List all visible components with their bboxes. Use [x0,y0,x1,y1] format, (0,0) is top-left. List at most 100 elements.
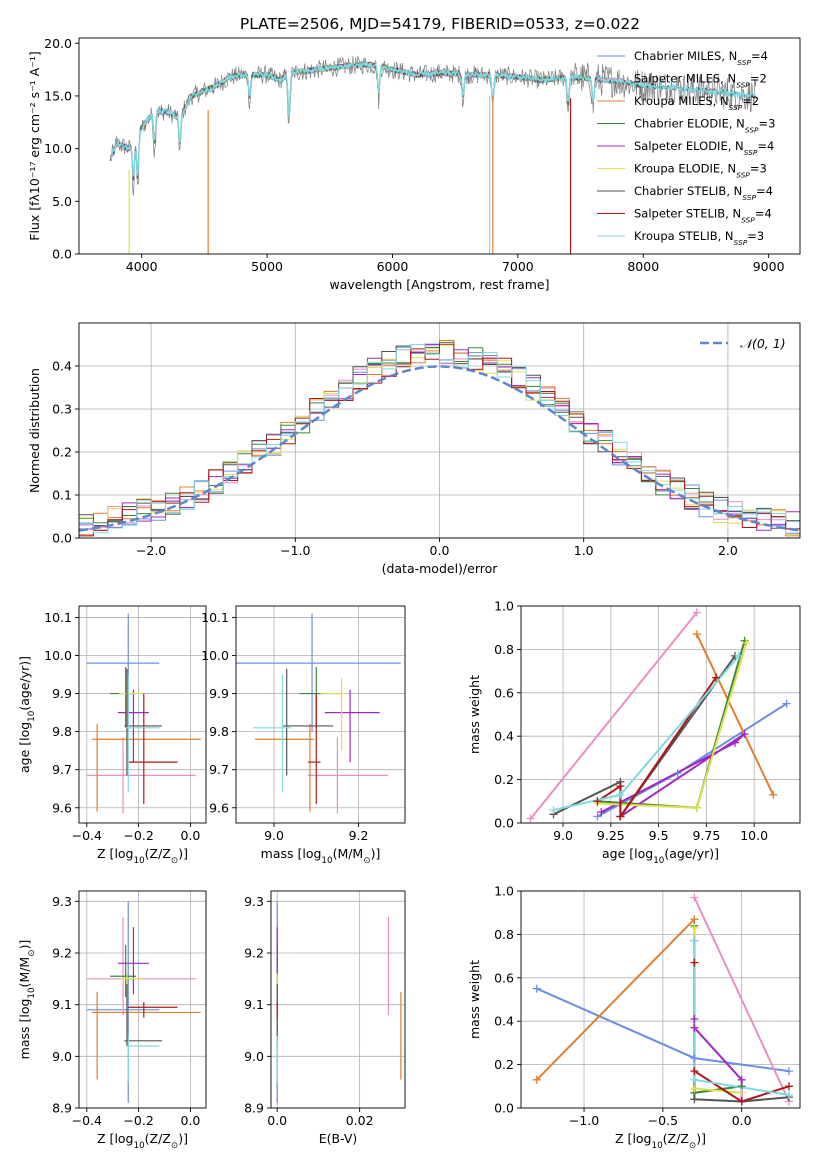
plot-weight_vs_age: 9.0 9.25 9.5 9.75 10.0 0.0 0.2 0.4 0.6 0.8 1.0 age … [467,599,801,866]
y-tick-label: 9.6 [209,800,229,815]
legend-label: Kroupa ELODIE, NSSP=3 [634,162,767,180]
mass-weight-marker [737,1097,746,1106]
y-tick-label: 0.3 [52,402,72,417]
y-tick-label: 9.1 [244,997,264,1012]
y-tick-label: 0.4 [494,1014,514,1029]
frame-mass_vs_EBV: 0.0 0.02 8.9 9.0 9.1 9.2 9.3 E(B-V) [244,890,406,1146]
frame-mass_vs_Z: −0.4 −0.2 0.0 8.9 9.0 9.1 9.2 9.3 Z [log10(Z/Z⊙)… [17,890,207,1151]
spectrum-model-line [109,59,757,177]
mass-weight-marker [532,1075,541,1084]
mass-weight-marker [616,790,625,799]
y-tick-label: 0.1 [52,488,72,503]
y-tick-label: 9.2 [52,946,72,961]
x-tick-label: 0.0 [181,1113,201,1128]
axes-frame [520,605,801,824]
y-tick-label: 1.0 [494,599,514,614]
axes-frame [78,37,801,255]
y-tick-label: 9.9 [209,686,229,701]
x-tick-label: 9.2 [349,828,369,843]
y-axis-label: mass weight [467,960,482,1039]
mass-weight-marker [711,673,720,682]
y-tick-label: 9.6 [52,800,72,815]
x-axis-label: E(B-V) [319,1131,358,1146]
mass-weight-marker [690,923,699,932]
y-tick-label: 5.0 [52,194,72,209]
x-tick-label: 9.75 [692,828,720,843]
y-axis-label: age [log10(age/yr)] [17,656,37,773]
mass-weight-marker [690,893,699,902]
y-tick-label: 8.9 [244,1101,264,1116]
legend-label: Kroupa MILES, NSSP=2 [634,94,759,112]
mass-weight-marker [737,1088,746,1097]
legend-label: Salpeter ELODIE, NSSP=4 [634,139,774,157]
plot-mass_vs_EBV: 0.0 0.02 8.9 9.0 9.1 9.2 9.3 E(B-V) [244,890,406,1146]
frame-age_vs_mass: 9.0 9.2 9.6 9.7 9.8 9.9 10.0 10.1 mass [log10(M/… [201,605,406,866]
y-tick-label: 0.2 [52,445,72,460]
x-tick-label: 9.0 [553,828,573,843]
y-tick-label: 0.0 [52,531,72,546]
y-tick-label: 1.0 [494,884,514,899]
mass-weight-marker [549,805,558,814]
histogram-legend: 𝒩(0, 1) [700,336,786,351]
mass-weight-line [529,611,698,820]
marks-spectrum [109,55,757,254]
y-tick-label: 0.8 [494,927,514,942]
grid-mass_vs_EBV [271,891,405,1109]
x-tick-label: 0.0 [181,828,201,843]
x-axis-label: age [log10(age/yr)] [602,846,719,866]
y-axis-label: Normed distribution [27,368,42,493]
plot-residual_hist: −2.0 −1.0 0.0 1.0 2.0 0.0 0.1 0.2 0.3 0.4 (data-mo… [27,322,801,576]
mass-weight-marker [737,1075,746,1084]
y-tick-label: 9.7 [209,762,229,777]
legend-label: Chabrier MILES, NSSP=4 [634,49,768,67]
plot-mass_vs_Z: −0.4 −0.2 0.0 8.9 9.0 9.1 9.2 9.3 Z [log10(Z/Z⊙)… [17,890,207,1151]
mass-weight-line [553,655,740,811]
legend-label: Salpeter MILES, NSSP=2 [634,72,767,90]
mass-weight-marker [784,1082,793,1091]
frame-age_vs_Z: −0.4 −0.2 0.0 9.6 9.7 9.8 9.9 10.0 10.1 Z [log10(… [17,605,207,866]
y-axis-label: mass [log10(M/M⊙)] [17,940,37,1060]
x-tick-label: 9.0 [264,828,284,843]
legend-label: Salpeter STELIB, NSSP=4 [634,207,772,225]
y-tick-label: 10.0 [44,141,72,156]
y-tick-label: 15.0 [44,88,72,103]
x-tick-label: −1.0 [280,543,310,558]
plot-weight_vs_Z: −1.0 −0.5 0.0 0.0 0.2 0.4 0.6 0.8 1.0 Z [log10(Z/… [467,884,801,1151]
x-tick-label: 9.5 [649,828,669,843]
y-tick-label: 9.9 [52,686,72,701]
spectrum-legend: Chabrier MILES, NSSP=4 Salpeter MILES, NS… [597,49,775,247]
grid-age_vs_Z [79,606,206,823]
plot-spectrum: 4000 5000 6000 7000 8000 9000 0.0 5.0 10.0 15.0 20… [27,36,801,292]
y-tick-label: 0.2 [494,772,514,787]
mass-weight-marker [690,1015,699,1024]
mass-weight-marker [784,1067,793,1076]
y-tick-label: 0.8 [494,642,514,657]
y-tick-label: 9.0 [52,1049,72,1064]
frame-weight_vs_Z: −1.0 −0.5 0.0 0.0 0.2 0.4 0.6 0.8 1.0 Z [log10(Z/… [467,884,801,1151]
x-tick-label: −0.2 [123,1113,153,1128]
y-tick-label: 0.4 [52,359,72,374]
axes-frame [235,605,406,824]
x-axis-label: Z [log10(Z/Z⊙)] [97,1131,188,1151]
axes-frame [78,890,207,1109]
y-tick-label: 0.4 [494,729,514,744]
mass-weight-line [693,897,790,1102]
mass-weight-line [596,677,717,820]
x-axis-label: (data-model)/error [382,561,499,576]
mass-weight-marker [742,638,751,647]
mass-weight-marker [593,797,602,806]
x-tick-label: −1.0 [569,1113,599,1128]
x-tick-label: 0.0 [430,543,450,558]
legend-label: 𝒩(0, 1) [740,336,786,351]
mass-weight-marker [740,730,749,739]
mass-weight-marker [616,782,625,791]
x-tick-label: 0.0 [267,1113,287,1128]
axes-frame [78,605,207,824]
y-tick-label: 9.2 [244,946,264,961]
mass-weight-line [693,927,742,1094]
plot-age_vs_mass: 9.0 9.2 9.6 9.7 9.8 9.9 10.0 10.1 mass [log10(M/… [201,605,406,866]
x-tick-label: 6000 [377,259,409,274]
x-axis-label: Z [log10(Z/Z⊙)] [615,1131,706,1151]
frame-residual_hist: −2.0 −1.0 0.0 1.0 2.0 0.0 0.1 0.2 0.3 0.4 (data-mo… [27,322,801,576]
x-tick-label: 0.02 [346,1113,374,1128]
